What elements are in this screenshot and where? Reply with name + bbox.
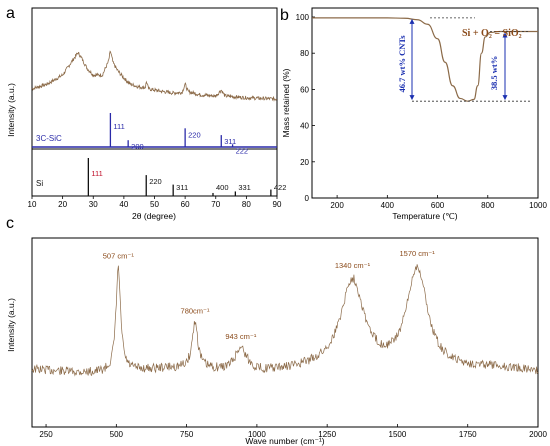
panel-label-c: c	[6, 215, 14, 232]
xrd-sic-peak-label: 200	[131, 142, 144, 151]
tga-x-tick-label: 600	[431, 201, 445, 210]
raman-chart: 250 500 750 1000 1250 1500 1750 2000 507 cm⁻¹ 78…	[6, 237, 547, 446]
xrd-sic-peak-label: 311	[224, 137, 236, 146]
tga-y-tick-label: 0	[305, 194, 310, 203]
xrd-trace-group	[31, 50, 278, 102]
tga-curve	[312, 17, 538, 102]
xrd-x-tick-label: 70	[211, 200, 220, 209]
xrd-x-ticks: 10 20 30 40 50 60 70 80 90	[28, 196, 282, 209]
raman-peak-labels: 507 cm⁻¹ 780cm⁻¹ 943 cm⁻¹ 1340 cm⁻¹ 1570 cm⁻…	[103, 249, 435, 341]
xrd-sic-peak-label: 220	[188, 130, 201, 139]
raman-peak-label: 1570 cm⁻¹	[400, 249, 436, 258]
tga-rise-label: 38.5 wt%	[489, 56, 499, 90]
raman-trace-line	[31, 264, 539, 377]
raman-x-axis-label: Wave number (cm⁻¹)	[245, 436, 324, 446]
tga-chart: 200 400 600 800 1000 0 20 40 60 80 100 Temperature…	[281, 7, 548, 221]
tga-y-tick-label: 40	[300, 122, 309, 131]
tga-right-arrowhead-up	[502, 32, 508, 38]
xrd-x-tick-label: 50	[150, 200, 159, 209]
raman-x-tick-label: 1000	[248, 430, 266, 439]
tga-frame	[311, 7, 539, 199]
xrd-x-tick-label: 10	[28, 200, 37, 209]
tga-curve-group	[312, 17, 538, 102]
tga-y-tick-label: 20	[300, 158, 309, 167]
xrd-sic-peak-label: 222	[236, 146, 249, 155]
tga-annotations	[409, 17, 530, 102]
tga-x-axis-label: Temperature (℃)	[392, 211, 457, 221]
raman-peak-label: 507 cm⁻¹	[103, 252, 135, 261]
panel-label-a: a	[6, 5, 15, 22]
tga-x-tick-label: 200	[330, 201, 344, 210]
xrd-x-axis-label: 2θ (degree)	[132, 211, 176, 221]
panel-label-b: b	[280, 7, 289, 24]
tga-reaction-label: Si + O₂ = SiO₂	[462, 28, 522, 39]
xrd-si-name: Si	[36, 179, 43, 188]
raman-x-tick-label: 1750	[459, 430, 477, 439]
xrd-trace-line	[31, 50, 278, 102]
xrd-si-peak-label: 311	[176, 183, 188, 192]
tga-cnts-label: 46.7 wt% CNTs	[397, 35, 407, 93]
xrd-x-tick-label: 30	[89, 200, 98, 209]
raman-peak-label: 780cm⁻¹	[181, 307, 210, 316]
tga-x-tick-label: 800	[481, 201, 495, 210]
raman-trace-group	[31, 264, 539, 377]
raman-x-tick-label: 500	[110, 430, 124, 439]
tga-ticks: 200 400 600 800 1000 0 20 40 60 80 100	[296, 13, 548, 210]
xrd-x-tick-label: 80	[242, 200, 251, 209]
raman-x-tick-label: 2000	[529, 430, 547, 439]
tga-y-tick-label: 60	[300, 85, 309, 94]
raman-x-tick-label: 250	[39, 430, 53, 439]
tga-y-tick-label: 100	[296, 13, 310, 22]
xrd-si-peak-label: 400	[216, 183, 229, 192]
tga-x-tick-label: 1000	[529, 201, 547, 210]
xrd-x-tick-label: 90	[273, 200, 282, 209]
tga-y-axis-label: Mass retained (%)	[281, 68, 291, 137]
raman-peak-label: 1340 cm⁻¹	[335, 261, 371, 270]
xrd-si-peak-label: 422	[274, 183, 287, 192]
xrd-x-tick-label: 40	[119, 200, 128, 209]
raman-x-tick-label: 1500	[389, 430, 407, 439]
raman-peak-label: 943 cm⁻¹	[225, 332, 257, 341]
tga-right-arrowhead-down	[502, 95, 508, 101]
xrd-y-axis-label: Intensity (a.u.)	[6, 83, 16, 137]
xrd-frame	[31, 7, 278, 197]
xrd-si-peak-label: 220	[149, 177, 162, 186]
raman-x-ticks: 250 500 750 1000 1250 1500 1750 2000	[39, 424, 547, 439]
tga-y-tick-label: 80	[300, 49, 309, 58]
tga-left-arrowhead-up	[409, 18, 415, 24]
tga-x-tick-label: 400	[381, 201, 395, 210]
xrd-si-peak-label: 331	[238, 183, 251, 192]
tga-left-arrowhead-down	[409, 95, 415, 101]
raman-y-axis-label: Intensity (a.u.)	[6, 298, 16, 352]
raman-x-tick-label: 1250	[318, 430, 336, 439]
xrd-si-peak-label: 111	[91, 169, 102, 178]
raman-frame	[31, 237, 539, 428]
xrd-x-tick-label: 60	[181, 200, 190, 209]
xrd-sic-peak-label: 111	[113, 122, 124, 131]
xrd-sic-name: 3C-SiC	[36, 134, 62, 143]
raman-x-tick-label: 750	[180, 430, 194, 439]
xrd-x-tick-label: 20	[58, 200, 67, 209]
